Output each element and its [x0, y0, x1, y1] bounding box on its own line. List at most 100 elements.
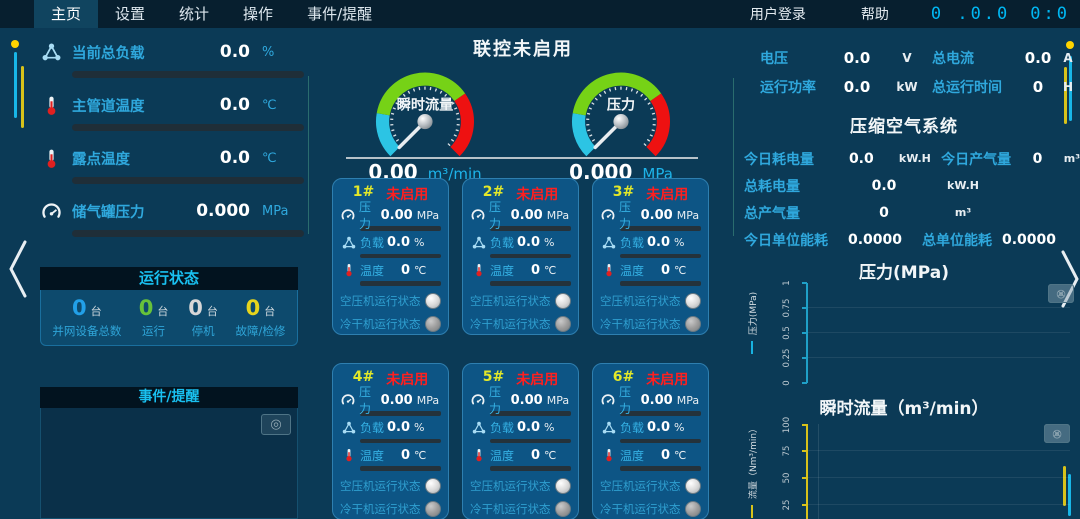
tab-home[interactable]: 主页	[34, 0, 99, 28]
nav-tabs: 主页 设置 统计 操作 事件/提醒	[34, 0, 1080, 28]
gauge-label: 压力	[607, 96, 635, 113]
topbar-right: 用户登录 帮助 0 .0.0 0:0	[750, 0, 1070, 28]
power-value: 0.0	[843, 78, 871, 96]
dryer-status-led	[425, 315, 441, 332]
right-panel: 电压 0.0 V 总电流 0.0 A 运行功率 0.0 kW 总运行时间 0 H…	[728, 28, 1080, 519]
temp-unit: ℃	[674, 448, 687, 462]
total-gas-label: 总产气量	[744, 205, 800, 222]
tab-events[interactable]: 事件/提醒	[307, 5, 373, 23]
thermometer-icon	[600, 262, 617, 278]
power-unit: kW	[896, 80, 918, 94]
metric-unit: MPa	[262, 203, 289, 219]
bar-track	[620, 226, 701, 231]
flow-gauge: 瞬时流量 0.00 m³/min	[350, 63, 500, 184]
total-gas-value: 0	[879, 204, 889, 221]
temp-unit: ℃	[414, 448, 427, 462]
temp-value: 0	[660, 447, 670, 463]
pressure-label: 压力	[619, 200, 632, 231]
load-value: 0.0	[386, 420, 410, 435]
pressure-axis-legend: 压力(MPa)	[745, 263, 759, 383]
energy-stats: 今日耗电量 0.0 kW.H 今日产气量 0 m³ 总耗电量 0.0 kW.H …	[744, 145, 1080, 253]
bar-track	[360, 253, 441, 258]
unit-status: 未启用	[386, 372, 429, 388]
network-icon	[470, 235, 487, 251]
events-title: 事件/提醒	[40, 387, 298, 408]
unit-status: 未启用	[516, 372, 559, 388]
close-icon: ×	[1052, 427, 1062, 440]
chart-close-button[interactable]: ×	[1044, 424, 1070, 443]
help-link[interactable]: 帮助	[860, 7, 889, 23]
clock-display: 0 .0.0 0:0	[931, 4, 1070, 24]
load-unit: %	[544, 236, 555, 249]
gauge-icon	[470, 207, 486, 223]
temp-unit: ℃	[674, 263, 687, 277]
today-gas-label: 今日产气量	[941, 151, 1012, 168]
pressure-y-axis	[806, 283, 808, 383]
unit-id: 4#	[352, 369, 375, 385]
status-unit: 台	[264, 305, 276, 318]
tab-statistics[interactable]: 统计	[179, 5, 210, 23]
page-prev-arrow[interactable]	[6, 238, 30, 300]
bar-track	[620, 281, 701, 286]
total-kwh-unit: kW.H	[947, 179, 979, 192]
network-icon	[340, 235, 357, 251]
total-kwh-value: 0.0	[871, 177, 897, 194]
compressor-status-led	[425, 292, 441, 309]
tab-settings[interactable]: 设置	[115, 5, 146, 23]
tab-operations[interactable]: 操作	[243, 5, 274, 23]
load-label: 负载	[490, 236, 515, 250]
compressor-status-led	[555, 477, 571, 494]
thermometer-icon	[38, 94, 64, 117]
bottom-right-cyan	[1068, 474, 1071, 516]
load-label: 负载	[360, 236, 385, 250]
today-gas-value: 0	[1032, 150, 1043, 167]
temp-unit: ℃	[414, 263, 427, 277]
page-next-arrow[interactable]	[1058, 248, 1080, 310]
flow-y-axis	[806, 424, 808, 519]
bar-track	[490, 281, 571, 286]
status-count: 0	[72, 296, 87, 320]
temp-label: 温度	[490, 263, 515, 278]
events-list: ◎	[40, 408, 298, 519]
pressure-label: 压力	[359, 385, 372, 416]
gauge-icon	[600, 207, 616, 223]
metric-label: 当前总负载	[72, 45, 145, 62]
pressure-label: 压力	[359, 200, 372, 231]
bar-track	[620, 253, 701, 258]
pressure-unit: MPa	[676, 208, 700, 222]
temp-unit: ℃	[544, 448, 557, 462]
unit-id: 3#	[612, 184, 635, 200]
thermometer-icon	[340, 262, 357, 278]
dryer-status-led	[685, 315, 701, 332]
load-label: 负载	[490, 421, 515, 435]
pressure-unit: MPa	[416, 393, 440, 407]
unit-status: 未启用	[646, 187, 689, 203]
metric-unit: ℃	[262, 150, 277, 166]
metric-value: 0.000	[196, 201, 250, 221]
user-login-link[interactable]: 用户登录	[749, 7, 806, 23]
pressure-unit: MPa	[546, 393, 570, 407]
metric-pipe-temperature: 主管道温度 0.0 ℃	[38, 89, 304, 142]
flow-chart: 瞬时流量（m³/min） ◎ × 流量（Nm³/min） 100 75 50 2…	[728, 394, 1080, 519]
load-label: 负载	[620, 236, 645, 250]
network-icon	[38, 41, 64, 64]
pressure-value: 0.00	[510, 392, 543, 408]
metric-label: 储气罐压力	[72, 204, 145, 221]
events-settings-button[interactable]: ◎	[261, 414, 291, 435]
close-icon: ×	[1056, 287, 1066, 300]
load-unit: %	[674, 236, 685, 249]
today-unit-energy-label: 今日单位能耗	[744, 232, 828, 249]
chart-close-button[interactable]: ×	[1048, 284, 1074, 303]
metric-unit: %	[262, 44, 275, 60]
pressure-label: 压力	[489, 200, 502, 231]
metric-value: 0.0	[219, 148, 250, 168]
compressor-status-led	[555, 292, 571, 309]
current-unit: A	[1063, 51, 1073, 65]
metric-bar-track	[72, 177, 304, 184]
pressure-unit: MPa	[416, 208, 440, 222]
current-label: 总电流	[932, 51, 974, 67]
